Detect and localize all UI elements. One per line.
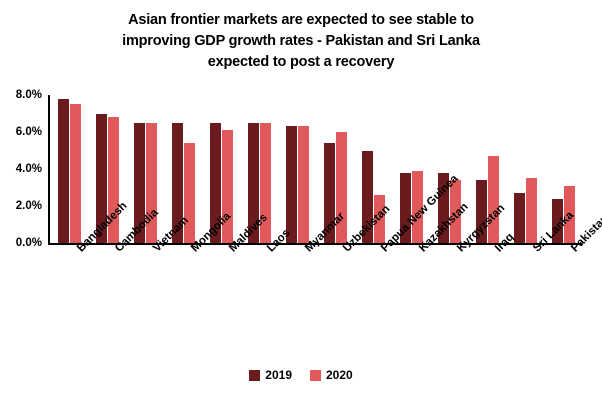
x-axis-label: Maldives	[227, 212, 270, 255]
bar-2020[interactable]	[297, 126, 309, 243]
legend-item[interactable]: 2020	[310, 368, 353, 382]
bar-2020[interactable]	[259, 122, 271, 243]
y-axis-tick-label: 2.0%	[15, 200, 42, 212]
bar-group	[240, 95, 278, 243]
bar-group	[202, 95, 240, 243]
x-axis-label: Iraq	[493, 231, 517, 255]
x-axis-label: Laos	[265, 227, 293, 255]
bar-2020[interactable]	[563, 185, 575, 243]
x-axis-label: Papua New Guinea	[379, 173, 461, 255]
bar-group	[316, 95, 354, 243]
bar-2019[interactable]	[171, 122, 183, 243]
legend-label: 2019	[265, 368, 292, 382]
bar-2019[interactable]	[133, 122, 145, 243]
bar-group	[354, 95, 392, 243]
bar-group	[544, 95, 582, 243]
bar-2020[interactable]	[373, 194, 385, 243]
y-axis-line	[48, 95, 50, 243]
bar-group	[392, 95, 430, 243]
chart-title-line-1: Asian frontier markets are expected to s…	[128, 12, 474, 28]
bar-2020[interactable]	[411, 170, 423, 243]
chart-legend: 2019 2020	[0, 368, 602, 382]
bar-2019[interactable]	[437, 172, 449, 243]
bar-2019[interactable]	[513, 193, 525, 243]
y-axis-tick-label: 6.0%	[15, 126, 42, 138]
bar-2020[interactable]	[525, 178, 537, 243]
bar-2019[interactable]	[361, 150, 373, 243]
bar-2020[interactable]	[145, 122, 157, 243]
bar-2019[interactable]	[57, 98, 69, 243]
chart-title: Asian frontier markets are expected to s…	[60, 10, 542, 73]
x-axis-label: Kyrgyzstan	[455, 202, 507, 254]
x-axis-label: Mongolia	[189, 210, 233, 254]
bar-2020[interactable]	[69, 104, 81, 243]
legend-swatch-icon	[249, 369, 261, 381]
bar-2019[interactable]	[209, 122, 221, 243]
bar-2020[interactable]	[335, 132, 347, 243]
y-axis-tick-label: 0.0%	[15, 237, 42, 249]
x-axis-label: Myanmar	[303, 210, 347, 254]
x-axis-label: Uzbekistan	[341, 203, 392, 254]
chart-title-line-2: improving GDP growth rates - Pakistan an…	[122, 33, 480, 50]
plot-area: 0.0% 2.0% 4.0% 6.0% 8.0%	[16, 89, 582, 249]
bar-2019[interactable]	[399, 172, 411, 243]
bar-2020[interactable]	[183, 143, 195, 243]
bar-2019[interactable]	[475, 180, 487, 243]
bar-group	[50, 95, 88, 243]
bar-group	[506, 95, 544, 243]
bar-group	[126, 95, 164, 243]
bar-group	[430, 95, 468, 243]
x-axis-label: Sri Lanka	[531, 209, 576, 255]
x-axis-line	[48, 243, 582, 245]
bar-2019[interactable]	[95, 113, 107, 243]
x-axis-label: Kazakhstan	[417, 201, 471, 255]
bar-groups	[50, 95, 582, 243]
bar-group	[164, 95, 202, 243]
legend-swatch-icon	[310, 369, 321, 381]
chart-title-line-3: expected to post a recovery	[207, 54, 395, 71]
x-axis-label: Cambodia	[113, 207, 161, 255]
x-axis-label: Bangladesh	[75, 200, 130, 255]
bar-group	[278, 95, 316, 243]
x-axis-category-labels: BangladeshCambodiaVietnamMongoliaMaldive…	[50, 173, 602, 346]
y-axis-tick-label: 4.0%	[15, 163, 42, 175]
bar-2019[interactable]	[323, 143, 335, 243]
x-axis-label: Vietnam	[151, 215, 191, 255]
bar-2020[interactable]	[487, 156, 499, 243]
bar-2019[interactable]	[247, 122, 259, 243]
bar-2020[interactable]	[107, 117, 119, 243]
x-axis-label: Pakistan	[569, 212, 602, 255]
bar-2019[interactable]	[285, 126, 297, 243]
bar-group	[88, 95, 126, 243]
y-axis-tick-label: 8.0%	[15, 89, 42, 101]
bar-2020[interactable]	[221, 130, 233, 243]
legend-item[interactable]: 2019	[249, 368, 292, 382]
bar-group	[468, 95, 506, 243]
bar-2020[interactable]	[449, 180, 461, 243]
legend-label: 2020	[326, 368, 353, 382]
bar-2019[interactable]	[551, 198, 563, 243]
